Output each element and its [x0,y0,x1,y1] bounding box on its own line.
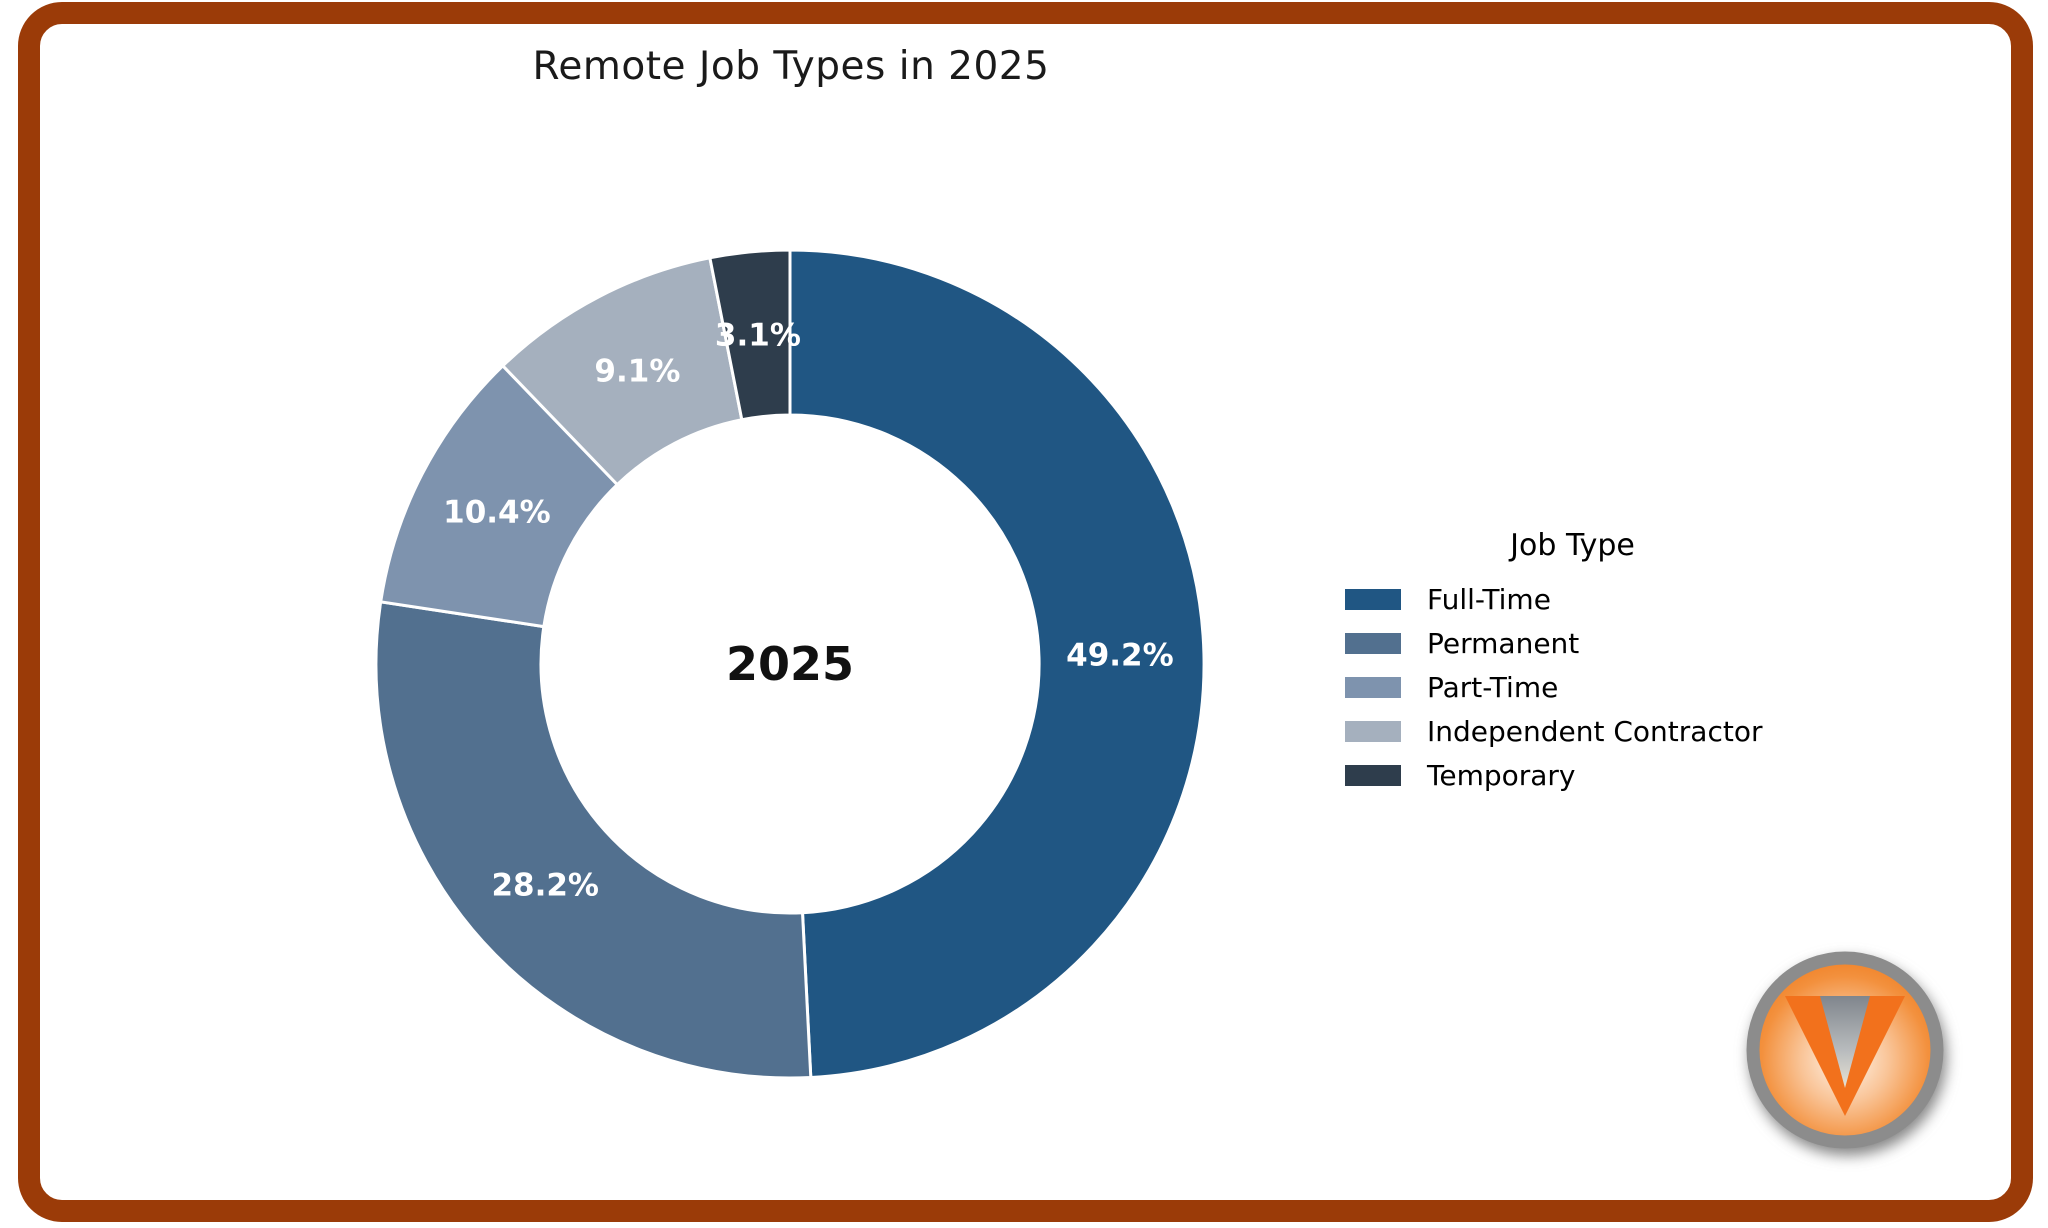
slice-pct-label: 28.2% [491,867,599,903]
donut-slice-permanent [374,600,813,1080]
donut-slice-temporary [708,248,792,422]
virtualvocations-logo [1743,948,1947,1152]
legend-item: Part-Time [1345,665,1800,709]
legend-label: Full-Time [1427,582,1551,616]
slice-pct-label: 10.4% [443,494,551,530]
legend-swatch-independent-contractor [1345,720,1401,742]
legend-title: Job Type [1510,528,1635,563]
legend-item: Temporary [1345,753,1800,797]
chart-title: Remote Job Types in 2025 [532,44,1050,89]
legend-item: Full-Time [1345,577,1800,621]
donut-chart-svg: 49.2% 28.2% 10.4% 9.1% 3.1% [374,248,1206,1080]
legend-label: Temporary [1427,758,1576,792]
legend-swatch-full-time [1345,588,1401,610]
legend-label: Part-Time [1427,670,1559,704]
logo-letter-v-notch [1820,996,1870,1088]
slice-pct-label: 3.1% [715,318,801,354]
legend-label: Independent Contractor [1427,714,1763,748]
donut-slice-full-time [788,248,1206,1079]
legend-swatch-permanent [1345,632,1401,654]
legend-swatch-temporary [1345,764,1401,786]
legend-label: Permanent [1427,626,1580,660]
legend-swatch-part-time [1345,676,1401,698]
legend: Job Type Full-Time Permanent Part-Time I… [1345,528,1800,797]
slice-pct-label: 9.1% [594,353,680,389]
logo-svg [1746,951,1944,1149]
donut-chart: 49.2% 28.2% 10.4% 9.1% 3.1% 2025 [370,244,1210,1084]
slice-pct-label: 49.2% [1066,638,1174,674]
legend-item: Permanent [1345,621,1800,665]
legend-item: Independent Contractor [1345,709,1800,753]
